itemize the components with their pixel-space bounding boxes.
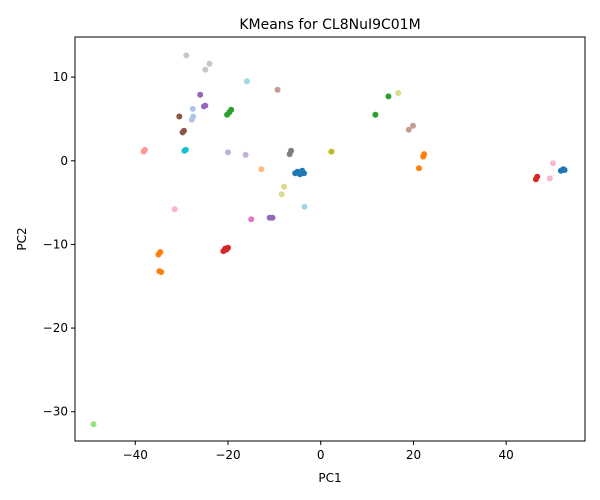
points-layer [90, 52, 568, 428]
x-tick-label: −40 [123, 448, 148, 462]
data-point [225, 149, 231, 156]
chart-title: KMeans for CL8NuI9C01M [239, 17, 420, 33]
data-point [157, 249, 164, 255]
y-tick-label: −30 [43, 405, 68, 419]
data-point [190, 113, 197, 120]
data-point [416, 165, 422, 172]
data-point [328, 148, 335, 155]
data-point [395, 90, 402, 96]
y-tick-label: 10 [53, 70, 68, 84]
data-point [244, 78, 250, 85]
data-point [181, 127, 187, 134]
data-point [405, 126, 412, 133]
data-point [372, 111, 379, 118]
x-tick-label: 40 [499, 448, 514, 462]
data-point [278, 191, 285, 198]
data-point [228, 106, 235, 113]
x-tick-label: 20 [406, 448, 421, 462]
x-tick-label: −20 [215, 448, 240, 462]
y-tick-label: 0 [60, 154, 68, 168]
data-point [197, 91, 204, 98]
data-point [269, 214, 276, 221]
data-point [546, 175, 553, 182]
data-point [248, 216, 255, 223]
data-point [182, 146, 189, 153]
x-axis-label: PC1 [318, 471, 341, 485]
data-point [550, 160, 556, 167]
data-point [189, 105, 196, 112]
y-tick-label: −20 [43, 321, 68, 335]
data-point [274, 86, 281, 93]
x-axis-ticks: −40 −20 0 20 40 [123, 441, 514, 462]
data-point [421, 151, 428, 158]
data-point [171, 206, 178, 213]
data-point [288, 147, 295, 154]
data-point [183, 52, 190, 59]
plot-frame [74, 36, 586, 442]
data-point [202, 102, 209, 109]
data-point [561, 167, 568, 173]
data-point [242, 151, 249, 158]
y-axis-label: PC2 [15, 227, 29, 250]
data-point [176, 113, 183, 120]
data-point [142, 146, 148, 153]
data-point [90, 421, 97, 428]
data-point [223, 246, 230, 253]
data-point [206, 60, 213, 67]
data-point [202, 66, 209, 73]
x-tick-label: 0 [317, 448, 325, 462]
data-point [385, 93, 392, 100]
data-point [158, 269, 165, 275]
y-tick-label: −10 [43, 237, 68, 251]
y-axis-ticks: −30 −20 −10 0 10 [43, 70, 75, 419]
data-point [281, 183, 288, 190]
data-point [258, 166, 265, 173]
data-point [301, 170, 307, 177]
data-point [534, 173, 541, 180]
data-point [301, 203, 308, 210]
data-point [410, 122, 416, 129]
